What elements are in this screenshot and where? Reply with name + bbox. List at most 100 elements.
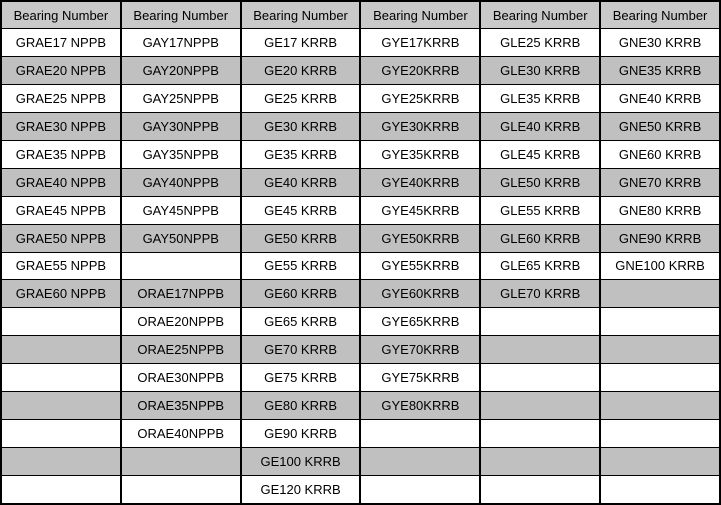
- bearing-number-cell: GNE60 KRRB: [599, 139, 721, 169]
- bearing-number-cell: GNE90 KRRB: [599, 223, 721, 253]
- bearing-number-cell: GYE55KRRB: [359, 251, 482, 281]
- table-row: GE100 KRRB: [0, 447, 721, 476]
- bearing-number-cell: GE25 KRRB: [239, 83, 362, 113]
- bearing-number-cell: [479, 307, 602, 337]
- column-header-bearing-number-1: Bearing Number: [0, 0, 122, 29]
- bearing-number-cell: GE75 KRRB: [239, 363, 362, 393]
- bearing-number-cell: GLE55 KRRB: [479, 195, 602, 225]
- bearing-number-cell: GLE30 KRRB: [479, 55, 602, 85]
- bearing-number-cell: [119, 251, 242, 281]
- bearing-number-cell: GNE40 KRRB: [599, 83, 721, 113]
- bearing-number-cell: GLE65 KRRB: [479, 251, 602, 281]
- bearing-number-cell: GLE40 KRRB: [479, 111, 602, 141]
- bearing-number-cell: [599, 363, 721, 393]
- table-row: GRAE20 NPPB GAY20NPPB GE20 KRRB GYE20KRRB GL…: [0, 55, 721, 85]
- bearing-number-cell: GE65 KRRB: [239, 307, 362, 337]
- bearing-number-cell: [479, 447, 602, 476]
- bearing-number-cell: GYE25KRRB: [359, 83, 482, 113]
- bearing-number-cell: GE55 KRRB: [239, 251, 362, 281]
- table-row: GRAE50 NPPB GAY50NPPB GE50 KRRB GYE50KRRB GL…: [0, 223, 721, 253]
- bearing-number-cell: GYE20KRRB: [359, 55, 482, 85]
- bearing-number-cell: ORAE30NPPB: [119, 363, 242, 393]
- bearing-number-cell: [599, 279, 721, 309]
- bearing-number-cell: GLE35 KRRB: [479, 83, 602, 113]
- bearing-number-cell: GE60 KRRB: [239, 279, 362, 309]
- table-row: GRAE30 NPPB GAY30NPPB GE30 KRRB GYE30KRRB GL…: [0, 111, 721, 141]
- bearing-number-cell: GLE60 KRRB: [479, 223, 602, 253]
- bearing-number-cell: [599, 447, 721, 476]
- bearing-number-cell: ORAE40NPPB: [119, 419, 242, 449]
- bearing-number-cell: GYE35KRRB: [359, 139, 482, 169]
- bearing-number-cell: [599, 475, 721, 505]
- bearing-number-cell: [479, 363, 602, 393]
- bearing-number-cell: GAY17NPPB: [119, 28, 242, 57]
- bearing-number-cell: GNE100 KRRB: [599, 251, 721, 281]
- bearing-number-cell: [0, 391, 122, 421]
- bearing-number-cell: GE20 KRRB: [239, 55, 362, 85]
- bearing-number-cell: GLE25 KRRB: [479, 28, 602, 57]
- bearing-number-cell: GAY50NPPB: [119, 223, 242, 253]
- bearing-number-cell: GE45 KRRB: [239, 195, 362, 225]
- bearing-number-cell: GAY20NPPB: [119, 55, 242, 85]
- bearing-number-cell: GYE40KRRB: [359, 167, 482, 197]
- bearing-number-cell: [0, 363, 122, 393]
- table-row: GRAE55 NPPB GE55 KRRB GYE55KRRB GLE65 KRRB G…: [0, 251, 721, 281]
- column-header-bearing-number-5: Bearing Number: [479, 0, 602, 29]
- bearing-number-cell: GRAE55 NPPB: [0, 251, 122, 281]
- bearing-number-cell: [599, 419, 721, 449]
- table-row: GRAE17 NPPB GAY17NPPB GE17 KRRB GYE17KRRB GL…: [0, 28, 721, 57]
- table-row: ORAE35NPPB GE80 KRRB GYE80KRRB: [0, 391, 721, 421]
- bearing-number-cell: [0, 307, 122, 337]
- bearing-number-cell: GE100 KRRB: [239, 447, 362, 476]
- bearing-number-cell: GNE50 KRRB: [599, 111, 721, 141]
- bearing-number-cell: GAY35NPPB: [119, 139, 242, 169]
- bearing-number-cell: GYE80KRRB: [359, 391, 482, 421]
- table-row: GRAE40 NPPB GAY40NPPB GE40 KRRB GYE40KRRB GL…: [0, 167, 721, 197]
- column-header-bearing-number-4: Bearing Number: [359, 0, 482, 29]
- bearing-number-cell: GE120 KRRB: [239, 475, 362, 505]
- bearing-number-cell: [0, 475, 122, 505]
- bearing-number-cell: GRAE30 NPPB: [0, 111, 122, 141]
- table-row: ORAE20NPPB GE65 KRRB GYE65KRRB: [0, 307, 721, 337]
- column-header-bearing-number-6: Bearing Number: [599, 0, 721, 29]
- bearing-number-cell: GE80 KRRB: [239, 391, 362, 421]
- column-header-bearing-number-3: Bearing Number: [239, 0, 362, 29]
- table-header: Bearing Number Bearing Number Bearing Nu…: [0, 0, 721, 29]
- bearing-number-cell: GRAE40 NPPB: [0, 167, 122, 197]
- bearing-number-cell: GE50 KRRB: [239, 223, 362, 253]
- bearing-number-cell: GLE45 KRRB: [479, 139, 602, 169]
- header-row: Bearing Number Bearing Number Bearing Nu…: [0, 0, 721, 29]
- bearing-number-cell: [599, 307, 721, 337]
- bearing-number-cell: GYE70KRRB: [359, 335, 482, 365]
- bearing-number-cell: GRAE60 NPPB: [0, 279, 122, 309]
- bearing-number-cell: GYE30KRRB: [359, 111, 482, 141]
- table-row: GRAE25 NPPB GAY25NPPB GE25 KRRB GYE25KRRB GL…: [0, 83, 721, 113]
- bearing-number-cell: [359, 447, 482, 476]
- bearing-number-cell: GRAE50 NPPB: [0, 223, 122, 253]
- bearing-number-cell: GYE60KRRB: [359, 279, 482, 309]
- bearing-number-cell: [119, 447, 242, 476]
- bearing-number-cell: GE70 KRRB: [239, 335, 362, 365]
- table-row: ORAE40NPPB GE90 KRRB: [0, 419, 721, 449]
- bearing-number-cell: [599, 335, 721, 365]
- bearing-number-cell: GE17 KRRB: [239, 28, 362, 57]
- bearing-number-cell: [479, 475, 602, 505]
- bearing-number-cell: GRAE25 NPPB: [0, 83, 122, 113]
- bearing-number-cell: GAY45NPPB: [119, 195, 242, 225]
- bearing-number-cell: [479, 419, 602, 449]
- bearing-number-cell: GE30 KRRB: [239, 111, 362, 141]
- bearing-number-cell: GRAE35 NPPB: [0, 139, 122, 169]
- bearing-number-cell: ORAE17NPPB: [119, 279, 242, 309]
- column-header-bearing-number-2: Bearing Number: [119, 0, 242, 29]
- table-row: ORAE25NPPB GE70 KRRB GYE70KRRB: [0, 335, 721, 365]
- bearing-number-cell: GAY30NPPB: [119, 111, 242, 141]
- bearing-number-cell: ORAE20NPPB: [119, 307, 242, 337]
- bearing-number-cell: GNE80 KRRB: [599, 195, 721, 225]
- bearing-number-cell: [0, 419, 122, 449]
- bearing-number-cell: GAY40NPPB: [119, 167, 242, 197]
- bearing-number-cell: GYE65KRRB: [359, 307, 482, 337]
- bearing-number-cell: GAY25NPPB: [119, 83, 242, 113]
- bearing-number-cell: GRAE45 NPPB: [0, 195, 122, 225]
- bearing-number-cell: [359, 419, 482, 449]
